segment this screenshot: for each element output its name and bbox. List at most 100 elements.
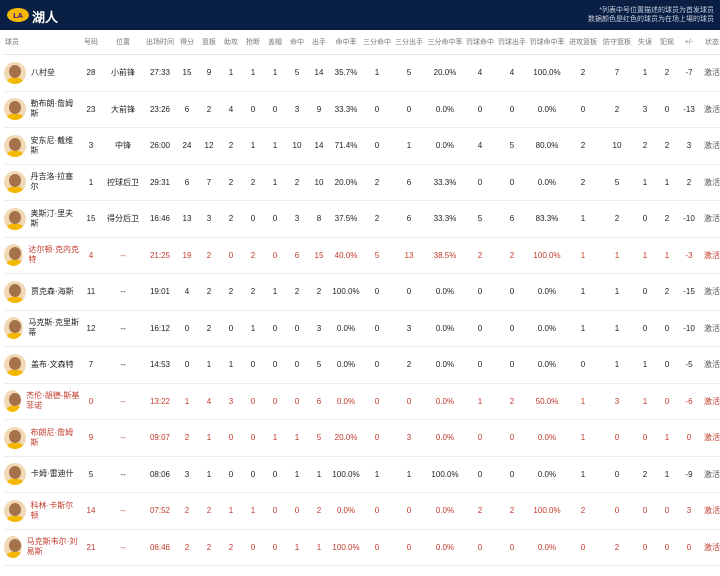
- column-header[interactable]: +/-: [678, 30, 700, 55]
- player-name[interactable]: 丹吉洛·拉塞尔: [30, 172, 74, 192]
- table-row[interactable]: 八村垒 28 小前锋 27:33 15 9 1 1 1 5 14 35.7% 1 5 20.0% 4 4 100.…: [4, 54, 720, 92]
- column-header[interactable]: 命中率: [330, 30, 362, 55]
- stat-ftm: 2: [464, 237, 496, 274]
- player-cell[interactable]: 丹吉洛·拉塞尔: [4, 164, 80, 201]
- column-header[interactable]: 三分出手: [392, 30, 426, 55]
- column-header[interactable]: 球员: [4, 30, 80, 55]
- column-header[interactable]: 助攻: [220, 30, 242, 55]
- player-name[interactable]: 勒布朗·詹姆斯: [30, 99, 74, 119]
- stat-fga: 5: [308, 419, 330, 457]
- stat-status: 激活: [700, 529, 720, 566]
- player-avatar: [4, 207, 26, 230]
- column-header[interactable]: 失误: [634, 30, 656, 55]
- column-header[interactable]: 罚球命中: [464, 30, 496, 55]
- stat-ftm: 0: [464, 419, 496, 457]
- stat-tov: 0: [634, 492, 656, 530]
- table-row[interactable]: 卡姆·雷迪什 5 -- 08:06 3 1 0 0 0 1 1 100.0% 1 1 100.0% 0 0 0.0…: [4, 456, 720, 493]
- stat-ast: 2: [220, 200, 242, 238]
- stat-position: 小前锋: [102, 54, 144, 92]
- stat-pm: -10: [678, 310, 700, 347]
- stat-tpm: 1: [362, 456, 392, 493]
- player-cell[interactable]: 安东尼·戴维斯: [4, 127, 80, 165]
- player-cell[interactable]: 盖布·文森特: [4, 346, 80, 384]
- column-header[interactable]: 位置: [102, 30, 144, 55]
- player-name[interactable]: 布朗尼·詹姆斯: [30, 427, 74, 447]
- player-name[interactable]: 达尔顿·克内克特: [28, 245, 80, 265]
- player-name[interactable]: 杰伦·胡德-斯基菲诺: [26, 391, 80, 411]
- player-cell[interactable]: 科林·卡斯尔顿: [4, 492, 80, 530]
- player-cell[interactable]: 杰伦·胡德-斯基菲诺: [4, 383, 80, 420]
- table-row[interactable]: 达尔顿·克内克特 4 -- 21:25 19 2 0 2 0 6 15 40.0% 5 13 38.5% 2 2…: [4, 237, 720, 274]
- column-header[interactable]: 命中: [286, 30, 308, 55]
- column-header[interactable]: 三分命中率: [426, 30, 464, 55]
- column-header[interactable]: 出手: [308, 30, 330, 55]
- column-header[interactable]: 三分命中: [362, 30, 392, 55]
- stat-ast: 0: [220, 237, 242, 274]
- player-name[interactable]: 卡姆·雷迪什: [31, 469, 74, 479]
- stat-blk: 0: [264, 91, 286, 128]
- table-row[interactable]: 奥斯汀·里夫斯 15 得分后卫 16:46 13 3 2 0 0 3 8 37.5% 2 6 33.3% 5 6…: [4, 200, 720, 238]
- stat-fgm: 0: [286, 492, 308, 530]
- stat-pts: 15: [176, 54, 198, 92]
- player-name[interactable]: 科林·卡斯尔顿: [30, 500, 74, 520]
- stat-blk: 0: [264, 237, 286, 274]
- stat-blk: 0: [264, 529, 286, 566]
- player-cell[interactable]: 勒布朗·詹姆斯: [4, 91, 80, 128]
- stat-pf: 1: [656, 164, 678, 201]
- player-name[interactable]: 八村垒: [31, 67, 55, 77]
- stat-ftm: 0: [464, 310, 496, 347]
- stat-number: 9: [80, 419, 102, 457]
- stat-tpa: 0: [392, 91, 426, 128]
- player-cell[interactable]: 卡姆·雷迪什: [4, 456, 80, 493]
- player-cell[interactable]: 马克斯·克里斯蒂: [4, 310, 80, 347]
- table-row[interactable]: 马克斯·克里斯蒂 12 -- 16:12 0 2 0 1 0 0 3 0.0% 0 3 0.0% 0 0 0.0%…: [4, 310, 720, 347]
- player-name[interactable]: 奥斯汀·里夫斯: [30, 208, 74, 228]
- table-row[interactable]: 安东尼·戴维斯 3 中锋 26:00 24 12 2 1 1 10 14 71.4% 0 1 0.0% 4 5 8…: [4, 127, 720, 165]
- stat-blk: 1: [264, 127, 286, 165]
- stat-fga: 1: [308, 456, 330, 493]
- column-header[interactable]: 出场时间: [144, 30, 176, 55]
- column-header[interactable]: 抢断: [242, 30, 264, 55]
- column-header[interactable]: 盖帽: [264, 30, 286, 55]
- column-header[interactable]: 犯规: [656, 30, 678, 55]
- stat-tpm: 0: [362, 529, 392, 566]
- stat-dreb: 0: [600, 456, 634, 493]
- table-row[interactable]: 杰伦·胡德-斯基菲诺 0 -- 13:22 1 4 3 0 0 0 6 0.0% 0 0 0.0% 1 2 50.…: [4, 383, 720, 420]
- column-header[interactable]: 罚球出手: [496, 30, 528, 55]
- stat-pts: 6: [176, 91, 198, 128]
- column-header[interactable]: 罚球命中率: [528, 30, 566, 55]
- player-cell[interactable]: 贾克森·海斯: [4, 273, 80, 311]
- player-name[interactable]: 安东尼·戴维斯: [30, 135, 74, 155]
- player-cell[interactable]: 马克斯韦尔·刘易斯: [4, 529, 80, 566]
- table-row[interactable]: 勒布朗·詹姆斯 23 大前锋 23:26 6 2 4 0 0 3 9 33.3% 0 0 0.0% 0 0 0.0…: [4, 91, 720, 128]
- column-header[interactable]: 得分: [176, 30, 198, 55]
- player-name[interactable]: 盖布·文森特: [31, 359, 74, 369]
- column-header[interactable]: 防守篮板: [600, 30, 634, 55]
- table-row[interactable]: 布朗尼·詹姆斯 9 -- 09:07 2 1 0 0 1 1 5 20.0% 0 3 0.0% 0 0 0.0% 1…: [4, 419, 720, 457]
- table-row[interactable]: 盖布·文森特 7 -- 14:53 0 1 1 0 0 0 5 0.0% 0 2 0.0% 0 0 0.0% 0 1 1…: [4, 346, 720, 384]
- stat-pts: 13: [176, 200, 198, 238]
- stat-pf: 1: [656, 456, 678, 493]
- player-name[interactable]: 马克斯·克里斯蒂: [28, 318, 80, 338]
- table-row[interactable]: 贾克森·海斯 11 -- 19:01 4 2 2 2 1 2 2 100.0% 0 0 0.0% 0 0 0.0%…: [4, 273, 720, 311]
- stat-tov: 1: [634, 346, 656, 384]
- table-row[interactable]: 科林·卡斯尔顿 14 -- 07:52 2 2 1 1 0 0 2 0.0% 0 0 0.0% 2 2 100.0…: [4, 492, 720, 530]
- stat-tpm: 0: [362, 127, 392, 165]
- player-cell[interactable]: 奥斯汀·里夫斯: [4, 200, 80, 238]
- stat-pm: -9: [678, 456, 700, 493]
- stat-min: 21:25: [144, 237, 176, 274]
- stat-ftm: 4: [464, 54, 496, 92]
- player-cell[interactable]: 达尔顿·克内克特: [4, 237, 80, 274]
- player-name[interactable]: 马克斯韦尔·刘易斯: [26, 537, 78, 557]
- player-name[interactable]: 贾克森·海斯: [31, 286, 74, 296]
- column-header[interactable]: 状态: [700, 30, 720, 55]
- table-row[interactable]: 马克斯韦尔·刘易斯 21 -- 06:46 2 2 2 0 0 1 1 100.0% 0 0 0.0% 0 0 0…: [4, 529, 720, 566]
- player-avatar: [4, 499, 26, 522]
- player-cell[interactable]: 八村垒: [4, 54, 80, 92]
- player-cell[interactable]: 布朗尼·詹姆斯: [4, 419, 80, 457]
- column-header[interactable]: 篮板: [198, 30, 220, 55]
- column-header[interactable]: 号码: [80, 30, 102, 55]
- table-row[interactable]: 丹吉洛·拉塞尔 1 控球后卫 29:31 6 7 2 2 1 2 10 20.0% 2 6 33.3% 0 0 0…: [4, 164, 720, 201]
- column-header[interactable]: 进攻篮板: [566, 30, 600, 55]
- stat-pf: 0: [656, 383, 678, 420]
